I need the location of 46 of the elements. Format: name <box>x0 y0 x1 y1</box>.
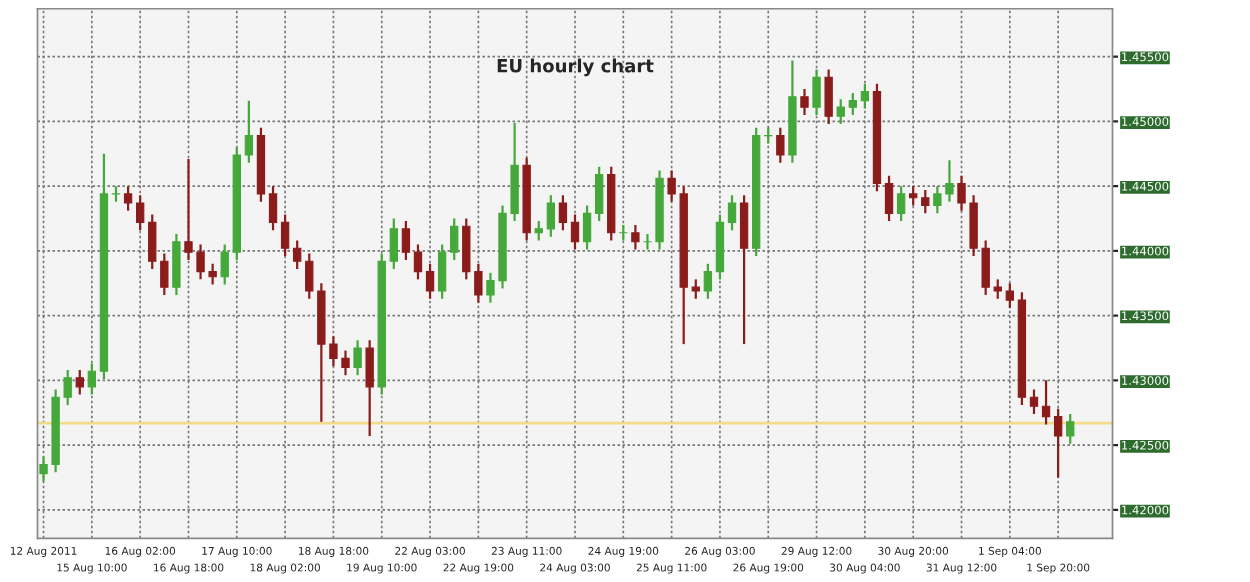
candlestick <box>123 185 133 212</box>
candlestick <box>293 239 302 271</box>
candlestick <box>570 213 580 251</box>
candlestick <box>582 204 592 251</box>
candlestick <box>776 126 785 164</box>
candlestick <box>836 98 845 126</box>
candlestick <box>558 194 568 232</box>
candlestick <box>812 68 821 117</box>
candlestick <box>268 185 278 232</box>
text: EU hourly chart <box>497 58 654 77</box>
candlestick <box>437 243 447 300</box>
candlestick <box>546 194 556 238</box>
candlestick <box>1066 412 1075 445</box>
candlestick <box>824 68 833 126</box>
candlestick <box>631 223 640 251</box>
candlestick <box>365 339 374 438</box>
candlestick <box>1041 379 1051 426</box>
candlestick <box>691 278 700 300</box>
candlestick <box>135 194 145 232</box>
candlestick <box>280 213 290 258</box>
candlestick <box>739 194 749 346</box>
candlestick <box>172 232 181 297</box>
candlestick <box>800 87 809 117</box>
candlestick <box>75 368 84 396</box>
candlestick <box>87 362 97 396</box>
candlestick <box>220 243 229 286</box>
candlestick <box>244 99 254 164</box>
candlestick <box>1029 388 1039 416</box>
candlestick <box>1005 282 1015 309</box>
candlestick <box>703 262 713 300</box>
candlestick <box>413 243 423 281</box>
candlestick <box>389 217 398 271</box>
candlestick <box>401 219 411 262</box>
candlestick <box>425 262 435 300</box>
candlestick <box>860 82 870 110</box>
candlestick <box>848 91 857 117</box>
candlestick <box>1053 407 1063 479</box>
candlestick <box>534 219 543 242</box>
candlestick <box>353 339 362 377</box>
candlestick <box>921 188 930 215</box>
candlestick <box>727 194 737 232</box>
candlestick <box>896 185 906 223</box>
candlestick <box>884 174 894 223</box>
candlestick <box>450 217 459 262</box>
candlestick <box>594 165 604 223</box>
candlestick <box>909 185 918 207</box>
